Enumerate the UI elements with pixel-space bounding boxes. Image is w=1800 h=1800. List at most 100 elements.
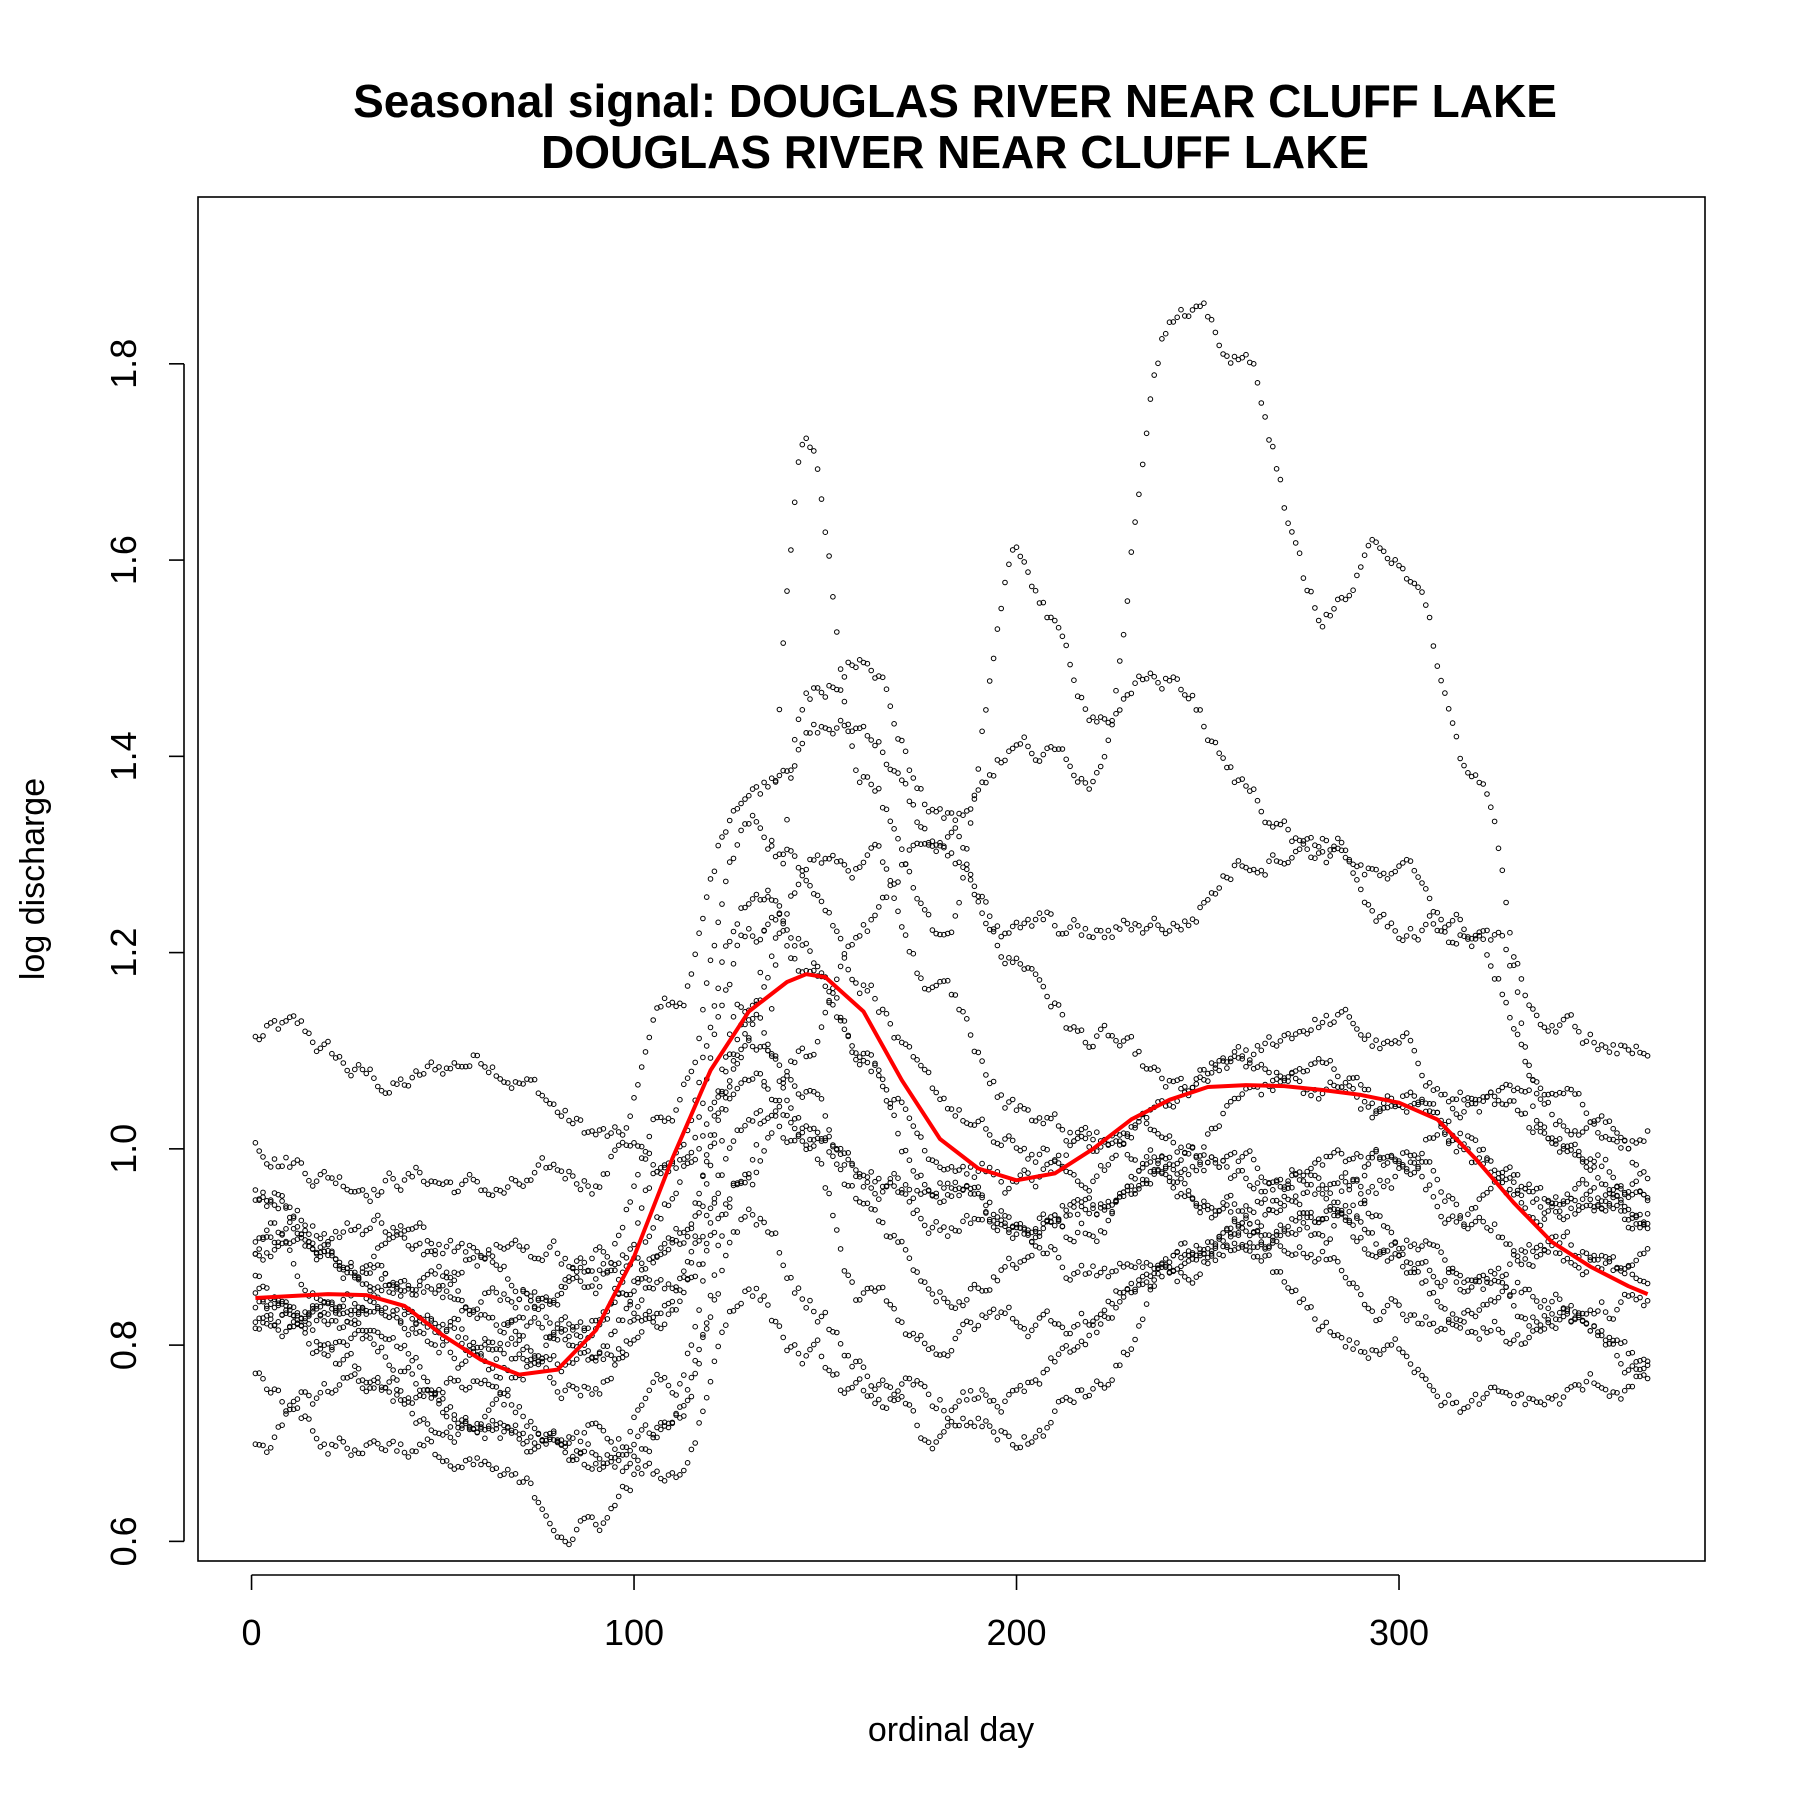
data-point xyxy=(371,1309,377,1315)
data-point xyxy=(1159,336,1165,342)
data-point xyxy=(1338,1334,1345,1341)
data-point xyxy=(1457,932,1463,938)
data-point xyxy=(1315,1327,1322,1333)
data-point xyxy=(1048,911,1054,917)
data-point xyxy=(1396,562,1402,569)
data-point xyxy=(428,1387,435,1393)
data-point xyxy=(661,1478,668,1484)
data-point xyxy=(1117,1260,1123,1267)
data-point xyxy=(964,1182,970,1189)
data-point xyxy=(638,1297,645,1303)
data-point xyxy=(1074,1211,1081,1218)
data-point xyxy=(363,1311,370,1317)
data-point xyxy=(761,896,767,903)
data-point xyxy=(1170,1162,1177,1168)
data-point xyxy=(539,1303,546,1310)
data-point xyxy=(1560,1123,1567,1129)
data-point xyxy=(1151,1154,1157,1160)
data-point xyxy=(1189,916,1196,923)
data-point xyxy=(1426,1241,1433,1247)
data-point xyxy=(910,1382,917,1388)
data-point xyxy=(1044,1424,1050,1431)
data-point xyxy=(535,1306,542,1313)
data-point xyxy=(776,910,783,917)
data-point xyxy=(1013,1224,1020,1231)
data-point xyxy=(275,1191,282,1198)
data-point xyxy=(489,1285,496,1291)
data-point xyxy=(1082,1124,1089,1131)
data-point xyxy=(608,1153,614,1160)
data-point xyxy=(1384,1093,1391,1099)
data-point xyxy=(1423,602,1429,608)
data-point xyxy=(937,1397,943,1403)
data-point xyxy=(1572,1309,1578,1315)
data-point xyxy=(1074,1229,1081,1236)
data-point xyxy=(1583,1320,1590,1326)
data-point xyxy=(1411,867,1418,874)
data-point xyxy=(1331,1180,1337,1187)
data-point xyxy=(260,1033,266,1039)
data-point xyxy=(948,1225,955,1231)
data-point xyxy=(1587,1328,1594,1334)
data-point xyxy=(631,1441,637,1448)
data-point xyxy=(681,1467,687,1474)
data-point xyxy=(1572,1185,1578,1192)
data-point xyxy=(673,1225,679,1232)
data-point xyxy=(1032,1322,1039,1329)
data-point xyxy=(837,1017,844,1024)
data-point xyxy=(772,1230,779,1236)
data-point xyxy=(405,1282,412,1289)
data-point xyxy=(359,1265,366,1271)
data-point xyxy=(313,1178,320,1184)
data-point xyxy=(1423,1238,1429,1244)
data-point xyxy=(918,786,924,792)
data-point xyxy=(405,1351,412,1357)
data-point xyxy=(1067,1129,1073,1136)
data-point xyxy=(363,1270,370,1277)
data-point xyxy=(765,921,771,928)
data-point xyxy=(1415,1101,1421,1108)
data-point xyxy=(971,1184,978,1191)
data-point xyxy=(1549,1311,1555,1317)
data-point xyxy=(757,1015,764,1021)
data-point xyxy=(535,1431,542,1438)
data-point xyxy=(390,1438,396,1445)
data-point xyxy=(1216,1123,1222,1129)
data-point xyxy=(1262,1253,1268,1259)
data-point xyxy=(1445,1269,1452,1276)
data-point xyxy=(1331,1066,1337,1072)
data-point xyxy=(1361,1301,1368,1308)
data-point xyxy=(329,1050,335,1057)
data-point xyxy=(264,1022,270,1029)
data-point xyxy=(1430,1320,1437,1327)
data-point xyxy=(692,1059,699,1066)
data-point xyxy=(260,1375,266,1382)
data-point xyxy=(1602,1156,1609,1163)
data-point xyxy=(1300,1210,1307,1216)
data-point xyxy=(329,1347,335,1353)
data-point xyxy=(256,1315,263,1322)
data-point xyxy=(493,1073,500,1079)
data-point xyxy=(1537,1251,1544,1258)
data-point xyxy=(1350,1085,1356,1092)
data-point xyxy=(309,1039,316,1046)
data-point xyxy=(1335,835,1341,842)
data-point xyxy=(856,1376,863,1382)
data-point xyxy=(1602,1386,1609,1393)
data-point xyxy=(298,1389,305,1395)
data-point xyxy=(283,1205,289,1211)
data-point xyxy=(1055,746,1062,752)
data-point xyxy=(1017,1172,1024,1178)
data-point xyxy=(994,757,1001,763)
data-point xyxy=(359,1327,366,1334)
data-point xyxy=(397,1293,404,1299)
data-point xyxy=(424,1312,431,1319)
data-point xyxy=(635,1334,641,1341)
data-point xyxy=(925,1230,932,1236)
data-point xyxy=(975,1322,982,1329)
data-point xyxy=(1488,1327,1494,1334)
data-point xyxy=(1453,911,1460,918)
data-point xyxy=(1621,1043,1628,1049)
data-point xyxy=(420,1275,427,1281)
data-point xyxy=(960,1321,966,1328)
